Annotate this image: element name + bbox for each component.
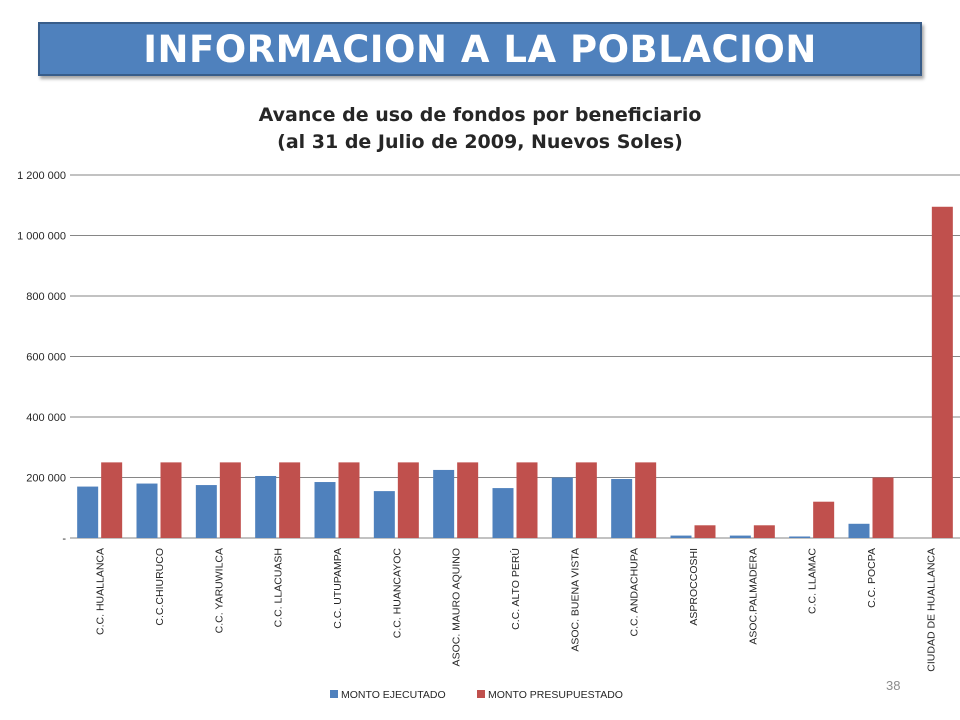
x-tick-label: ASOC. MAURO AQUINO [451, 548, 463, 666]
chart-title: Avance de uso de fondos por beneficiario [258, 104, 702, 126]
legend-presupuestado-swatch [477, 690, 485, 698]
bar-presupuestado [635, 462, 657, 538]
y-tick-label: 1 200 000 [17, 170, 66, 182]
bar-ejecutado [136, 483, 158, 538]
x-tick-label: ASOC. BUENA VISTA [569, 548, 581, 652]
bar-ejecutado [551, 477, 573, 538]
bar-presupuestado [931, 206, 953, 538]
bar-presupuestado [338, 462, 360, 538]
x-tick-label: C.C.CHIURUCO [154, 548, 166, 626]
bar-presupuestado [872, 477, 894, 538]
x-tick-label: ASOC.PALMADERA [747, 548, 759, 645]
y-tick-label: 600 000 [26, 352, 66, 364]
bar-ejecutado [255, 475, 277, 538]
bar-presupuestado [219, 462, 241, 538]
y-tick-label: 200 000 [26, 473, 66, 485]
bar-presupuestado [397, 462, 419, 538]
bar-ejecutado [77, 486, 99, 538]
y-tick-label: 400 000 [26, 412, 66, 424]
bar-ejecutado [729, 535, 751, 538]
x-tick-label: C.C. LLACUASH [273, 548, 285, 627]
legend-ejecutado-swatch [330, 690, 338, 698]
bar-presupuestado [694, 525, 716, 538]
bar-presupuestado [160, 462, 182, 538]
bar-ejecutado [670, 535, 692, 538]
bar-ejecutado [433, 469, 455, 538]
bar-ejecutado [789, 536, 811, 538]
bar-presupuestado [457, 462, 479, 538]
x-tick-label: C.C. YARUWILCA [213, 548, 225, 633]
chart-title-block: Avance de uso de fondos por beneficiario… [0, 102, 960, 156]
x-tick-label: C.C. LLAMAC [807, 548, 819, 614]
header-banner: INFORMACION A LA POBLACION [38, 22, 922, 76]
legend-ejecutado-label: MONTO EJECUTADO [341, 689, 446, 701]
y-tick-label: 800 000 [26, 291, 66, 303]
x-tick-label: ASPROCCOSHI [688, 548, 700, 626]
chart-subtitle: (al 31 de Julio de 2009, Nuevos Soles) [277, 131, 683, 153]
bar-ejecutado [611, 479, 633, 538]
bar-ejecutado [492, 488, 514, 538]
bar-ejecutado [373, 491, 395, 538]
y-tick-label: - [62, 533, 66, 545]
x-tick-label: C.C. ALTO PERÚ [509, 548, 522, 630]
bar-ejecutado [314, 482, 336, 538]
bar-presupuestado [101, 462, 123, 538]
x-tick-label: C.C. ANDACHUPA [629, 548, 641, 637]
bar-presupuestado [575, 462, 597, 538]
bar-presupuestado [279, 462, 301, 538]
bar-presupuestado [516, 462, 538, 538]
legend-presupuestado-label: MONTO PRESUPUESTADO [488, 689, 623, 701]
banner-title: INFORMACION A LA POBLACION [143, 27, 817, 71]
x-tick-label: C.C. HUALLANCA [95, 548, 107, 635]
x-tick-label: C.C. POCPA [866, 548, 878, 608]
bar-presupuestado [813, 501, 835, 538]
x-tick-label: C.C. UTUPAMPA [332, 548, 344, 629]
x-tick-label: C.C. HUANCAYOC [391, 548, 403, 639]
page-number: 38 [886, 678, 901, 693]
y-tick-label: 1 000 000 [17, 231, 66, 243]
x-tick-label: CIUDAD DE HUALLANCA [925, 548, 937, 672]
bar-ejecutado [848, 523, 870, 538]
bar-presupuestado [753, 525, 775, 538]
bar-ejecutado [195, 485, 217, 538]
